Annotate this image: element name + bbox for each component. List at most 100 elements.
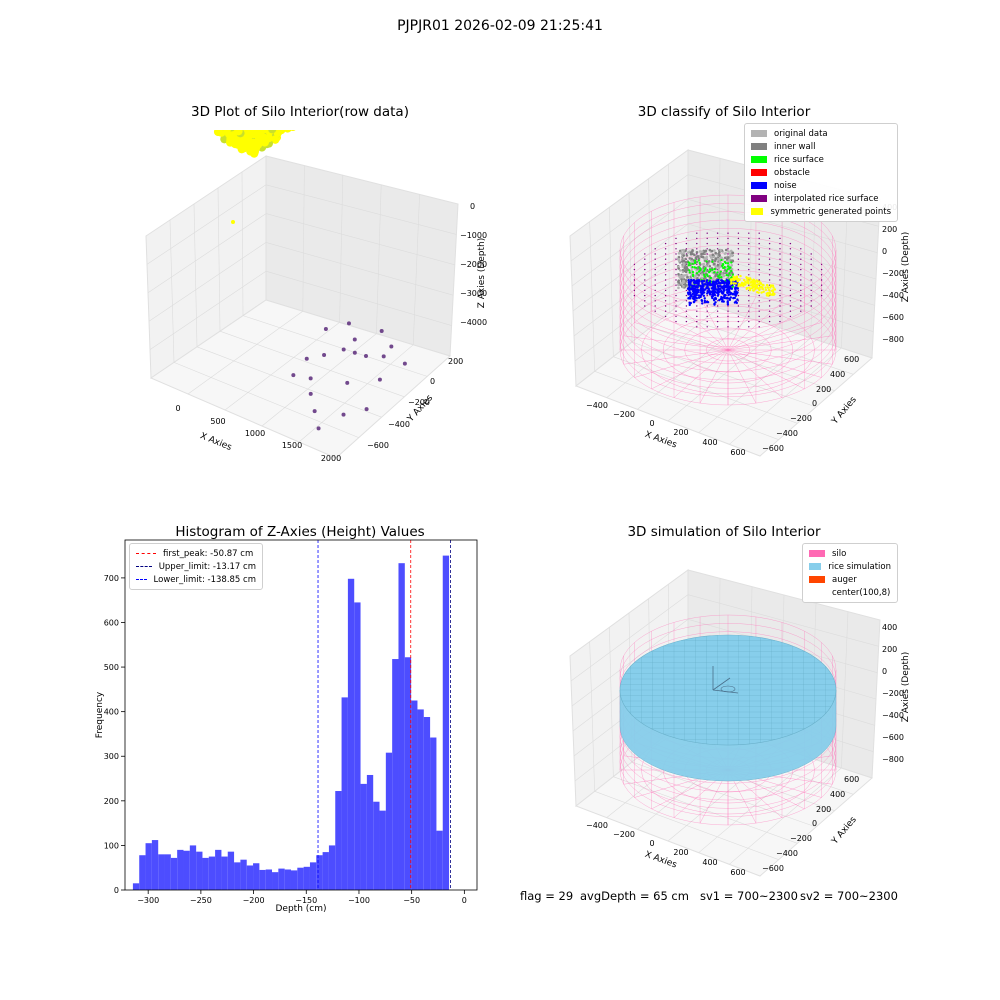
histogram-x-tick-label: −250 bbox=[190, 896, 212, 905]
classify-x-tick: 600 bbox=[730, 448, 745, 457]
legend-swatch bbox=[809, 550, 825, 557]
interpolated-surface-point bbox=[737, 268, 740, 271]
histogram-bar bbox=[278, 868, 285, 890]
silo-floor-spoke bbox=[651, 310, 729, 351]
histogram-bar bbox=[297, 867, 304, 890]
noise-point bbox=[714, 288, 718, 291]
interpolated-surface-point bbox=[664, 242, 667, 245]
silo-floor-spoke bbox=[651, 349, 729, 390]
rice-surface-point bbox=[702, 273, 706, 276]
noise-point bbox=[694, 280, 697, 284]
interpolated-surface-point bbox=[737, 253, 740, 255]
classify-x-tick: −200 bbox=[613, 410, 635, 419]
rice-surface-point bbox=[692, 274, 695, 278]
raw-3d-grid bbox=[146, 165, 457, 443]
symmetric-generated-point bbox=[736, 279, 739, 282]
raw-surface-point bbox=[268, 130, 277, 134]
histogram-bar bbox=[158, 854, 165, 890]
legend-label: noise bbox=[774, 180, 797, 191]
noise-point bbox=[697, 296, 701, 299]
interpolated-surface-point bbox=[716, 300, 719, 302]
histogram-bar bbox=[335, 791, 342, 890]
silo-floor-spoke bbox=[634, 322, 729, 351]
noise-point bbox=[689, 281, 692, 284]
classify-3d-points bbox=[633, 232, 823, 328]
symmetric-generated-point bbox=[764, 286, 767, 289]
original-data-point bbox=[713, 259, 717, 263]
interpolated-surface-point bbox=[716, 232, 719, 234]
raw-outlier-point bbox=[389, 344, 394, 349]
simulation-legend: silo rice simulation auger center(100,8) bbox=[802, 543, 898, 603]
interpolated-surface-point bbox=[737, 237, 740, 240]
simulation-z-tick: 0 bbox=[882, 667, 887, 676]
grid-line bbox=[241, 171, 244, 316]
interpolated-surface-point bbox=[716, 315, 719, 318]
legend-swatch bbox=[809, 576, 825, 583]
interpolated-surface-point bbox=[748, 320, 750, 323]
original-data-point bbox=[682, 259, 686, 263]
interpolated-surface-point bbox=[644, 268, 646, 271]
interpolated-surface-point bbox=[675, 258, 677, 260]
interpolated-surface-point bbox=[779, 279, 781, 281]
silo-floor-spoke bbox=[623, 335, 729, 351]
interpolated-surface-point bbox=[748, 274, 750, 276]
interpolated-surface-point bbox=[789, 315, 792, 318]
interpolated-surface-point bbox=[675, 320, 677, 323]
interpolated-surface-point bbox=[737, 248, 740, 250]
symmetric-generated-point bbox=[735, 275, 738, 278]
interpolated-surface-point bbox=[800, 258, 802, 260]
legend-line-swatch bbox=[136, 566, 152, 567]
noise-point bbox=[733, 290, 736, 294]
interpolated-surface-point bbox=[644, 305, 646, 307]
original-data-point bbox=[677, 286, 680, 290]
symmetric-generated-point bbox=[766, 291, 770, 295]
interpolated-surface-point bbox=[633, 263, 636, 266]
rice-surface-point bbox=[706, 273, 709, 276]
interpolated-surface-point bbox=[664, 274, 667, 276]
noise-point bbox=[713, 303, 716, 306]
interpolated-surface-point bbox=[706, 320, 708, 323]
original-data-point bbox=[709, 254, 712, 258]
grid-line bbox=[169, 219, 175, 363]
original-data-point bbox=[730, 263, 734, 267]
histogram-bar bbox=[208, 856, 216, 890]
original-data-point bbox=[686, 275, 689, 279]
noise-point bbox=[723, 294, 726, 297]
noise-point bbox=[691, 297, 695, 300]
histogram-legend: first_peak: -50.87 cm Upper_limit: -13.1… bbox=[129, 543, 263, 590]
histogram-bar bbox=[392, 659, 399, 890]
interpolated-surface-point bbox=[696, 253, 698, 255]
original-data-point bbox=[718, 265, 722, 268]
noise-point bbox=[736, 298, 739, 301]
symmetric-generated-point bbox=[734, 282, 737, 285]
original-data-point bbox=[714, 251, 717, 255]
interpolated-surface-point bbox=[800, 305, 802, 307]
noise-point bbox=[710, 291, 713, 294]
original-data-point bbox=[731, 259, 735, 263]
original-data-point bbox=[706, 269, 709, 273]
symmetric-generated-point bbox=[772, 293, 775, 296]
raw-x-axis-label: X Axies bbox=[198, 431, 233, 453]
interpolated-surface-point bbox=[696, 237, 698, 240]
interpolated-surface-point bbox=[644, 253, 646, 255]
raw-outlier-point bbox=[352, 350, 357, 355]
noise-point bbox=[714, 301, 717, 304]
classify-y-tick: 400 bbox=[830, 370, 845, 379]
histogram-y-tick-label: 200 bbox=[104, 797, 119, 806]
symmetric-generated-point bbox=[757, 287, 760, 291]
interpolated-surface-point bbox=[706, 232, 708, 234]
histogram-bar bbox=[303, 866, 310, 890]
interpolated-surface-point bbox=[779, 268, 781, 271]
interpolated-surface-point bbox=[644, 294, 646, 297]
noise-point bbox=[691, 286, 694, 289]
silo-floor-ring bbox=[706, 338, 750, 362]
interpolated-surface-point bbox=[779, 263, 781, 266]
interpolated-surface-point bbox=[706, 237, 708, 240]
interpolated-surface-point bbox=[664, 284, 667, 286]
raw-y-ticks: 200 0 −200 −400 −600 bbox=[367, 357, 463, 450]
interpolated-surface-point bbox=[696, 310, 698, 312]
rice-surface-point bbox=[695, 272, 698, 275]
original-data-point bbox=[724, 251, 728, 255]
histogram-bar bbox=[341, 697, 348, 890]
interpolated-surface-point bbox=[664, 305, 667, 307]
